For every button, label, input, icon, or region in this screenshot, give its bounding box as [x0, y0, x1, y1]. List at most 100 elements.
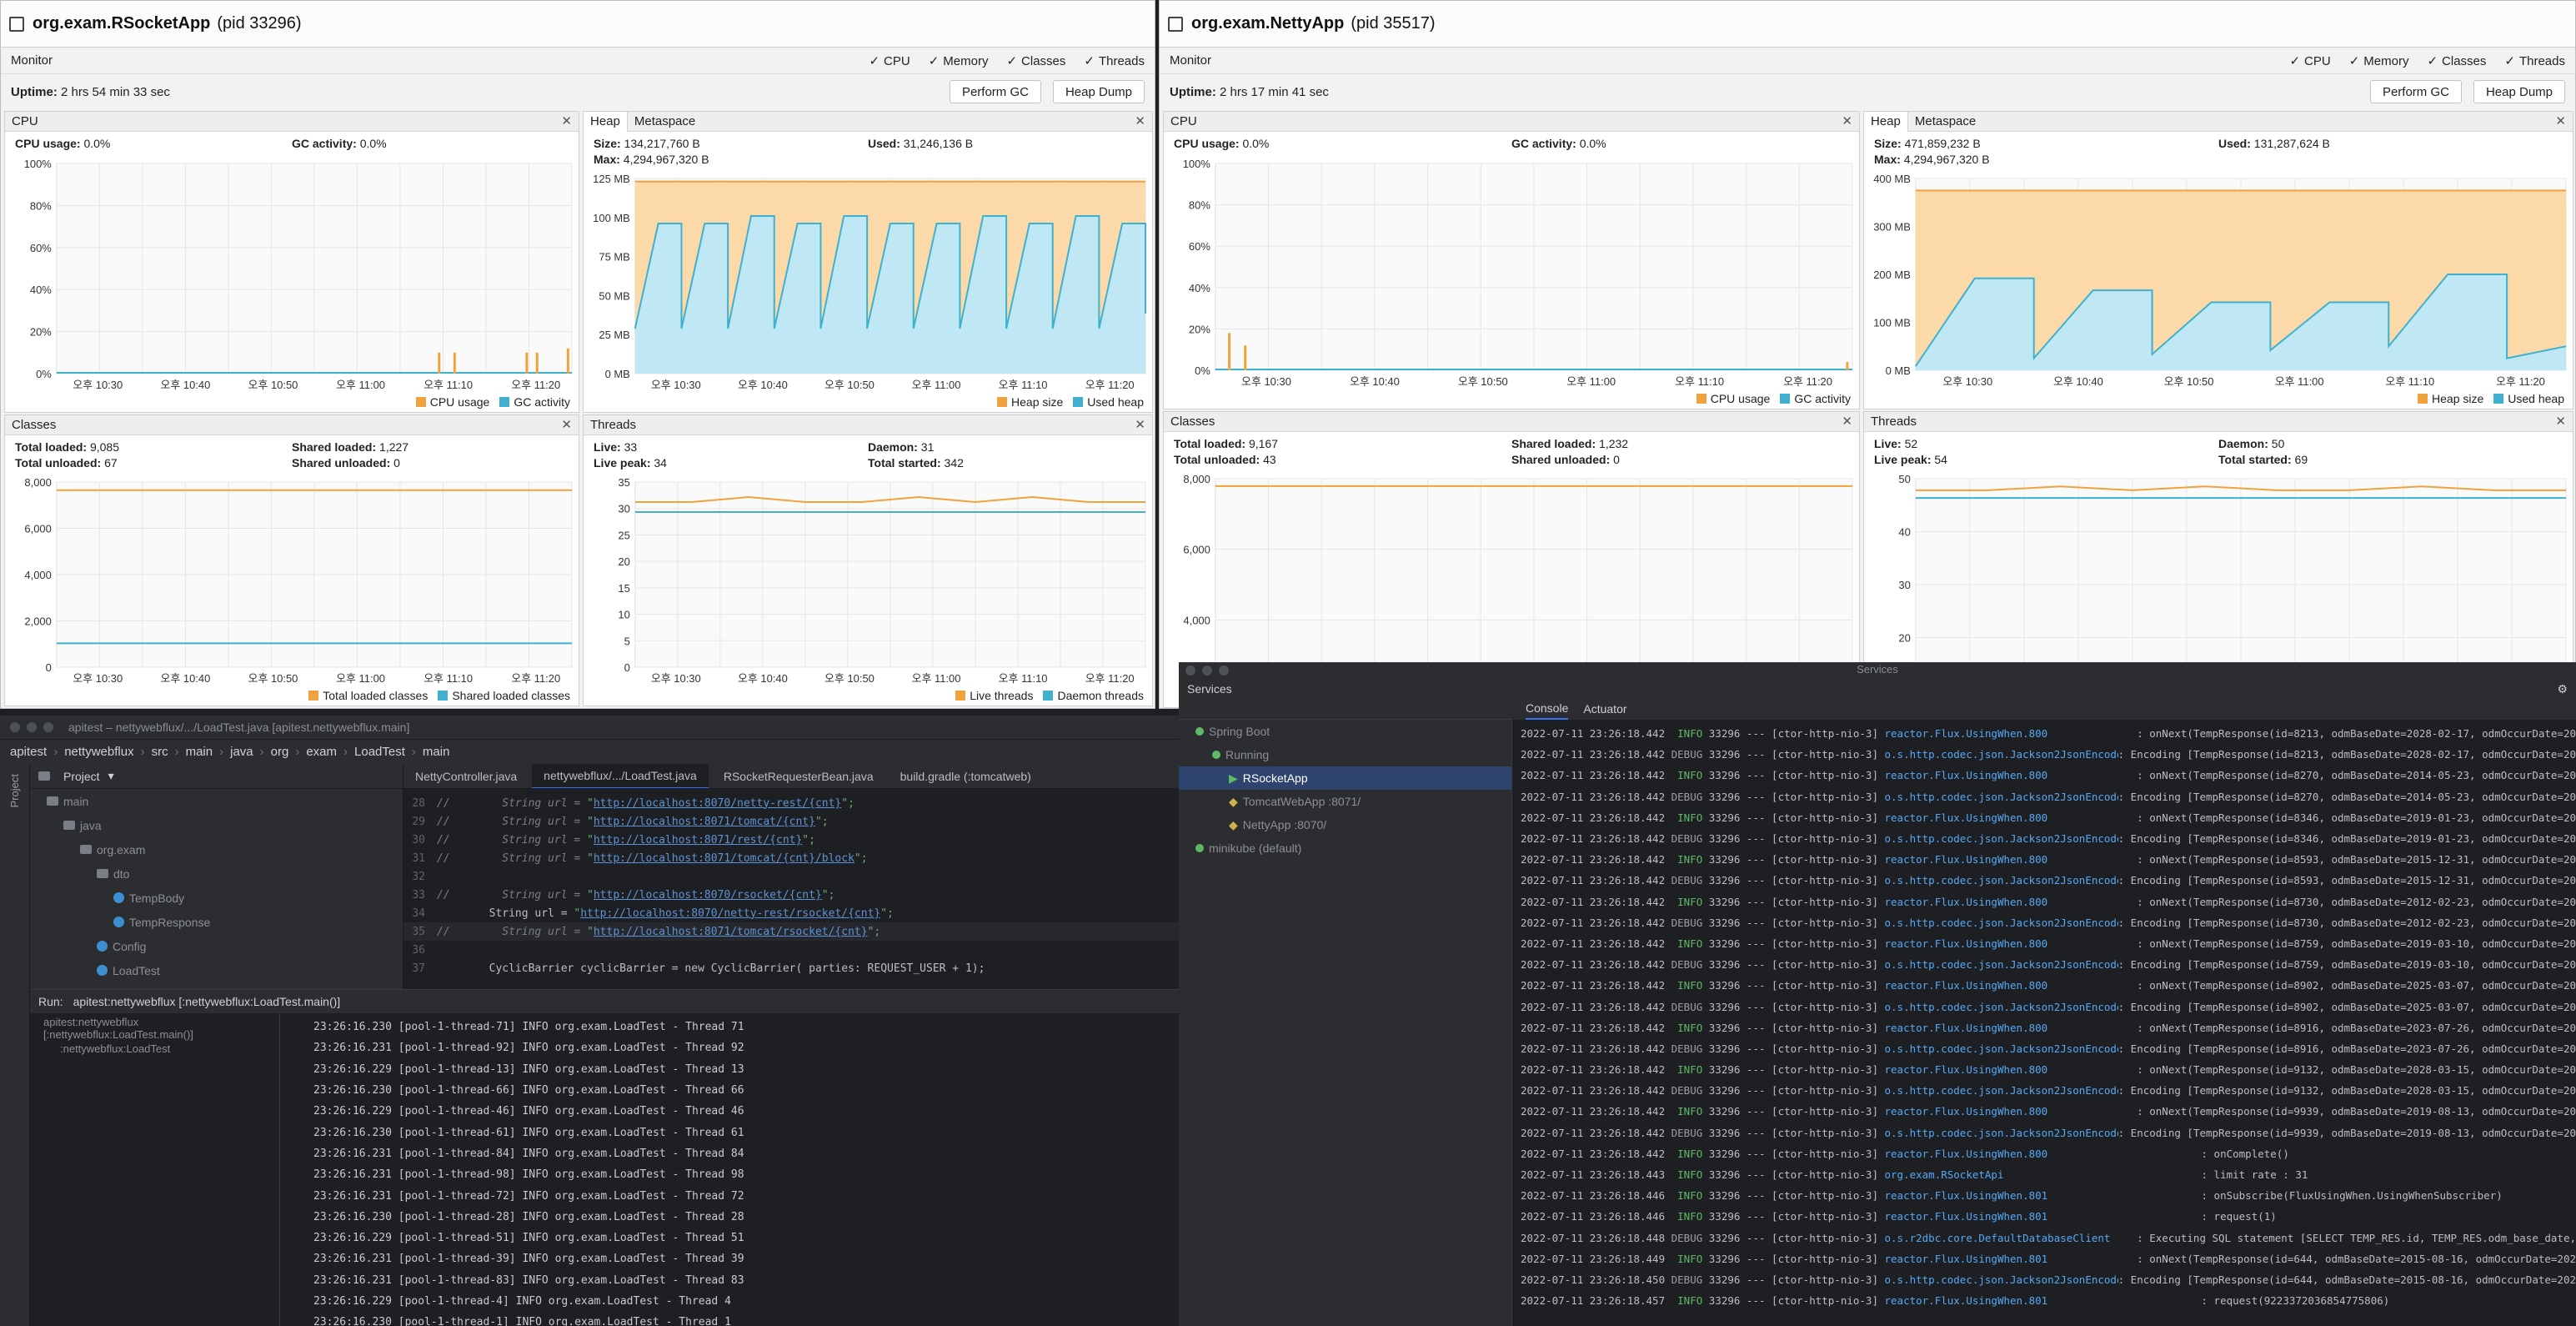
- heap-dump-button[interactable]: Heap Dump: [2473, 80, 2565, 103]
- code-line: 31 // String url = " http://localhost:8071…: [403, 849, 1179, 867]
- log-line: 23:26:16.229 [pool-1-thread-46] INFO org…: [313, 1105, 744, 1118]
- log-logger: reactor.Flux.UsingWhen.800: [1884, 769, 2048, 782]
- close-icon[interactable]: ✕: [2555, 114, 2566, 128]
- app-pid: (pid 35517): [1351, 14, 1436, 33]
- memory-checkbox[interactable]: Memory: [929, 53, 988, 68]
- window-controls[interactable]: [1185, 666, 1229, 676]
- legend-heap-size: Heap size: [2418, 392, 2483, 405]
- x-tick-label: 오후 10:50: [1458, 375, 1508, 388]
- code-text: // String url =: [437, 888, 588, 902]
- shared-unloaded-value: 0: [393, 456, 400, 470]
- service-node[interactable]: Spring Boot: [1179, 720, 1511, 743]
- tab-actuator[interactable]: Actuator: [1583, 702, 1627, 716]
- log-timestamp: 2022-07-11 23:26:18.443: [1521, 1168, 1671, 1182]
- tab-metaspace[interactable]: Metaspace: [634, 114, 696, 128]
- total-started-value: 342: [944, 456, 964, 470]
- tree-item[interactable]: org.exam: [30, 837, 403, 861]
- cpu-checkbox[interactable]: CPU: [869, 53, 910, 68]
- code-link[interactable]: http://localhost:8070/rsocket/{cnt}: [593, 888, 822, 902]
- close-icon[interactable]: ✕: [1842, 114, 1852, 128]
- log-timestamp: 2022-07-11 23:26:18.442: [1521, 958, 1671, 972]
- code-line: 29 // String url = " http://localhost:8071…: [403, 812, 1179, 831]
- close-icon[interactable]: ✕: [1135, 114, 1145, 128]
- chevron-down-icon[interactable]: ▾: [108, 769, 114, 782]
- threads-checkbox[interactable]: Threads: [2504, 53, 2565, 68]
- close-icon[interactable]: ✕: [561, 418, 572, 432]
- code-link[interactable]: http://localhost:8071/rest/{cnt}: [593, 833, 803, 846]
- editor-tab[interactable]: build.gradle (:tomcatweb): [900, 769, 1031, 783]
- breadcrumb-item[interactable]: exam: [306, 745, 338, 759]
- uptime: Uptime: 2 hrs 17 min 41 sec: [1170, 84, 1329, 99]
- log-thread: 33296 --- [ctor-http-nio-3]: [1708, 1105, 1885, 1118]
- code-text: ";: [814, 815, 829, 828]
- tree-item[interactable]: TempBody: [30, 886, 403, 910]
- service-node[interactable]: ◆ NettyApp :8070/: [1179, 813, 1511, 836]
- service-node[interactable]: minikube (default): [1179, 836, 1511, 860]
- breadcrumb-item[interactable]: apitest: [10, 745, 48, 759]
- log-line: 2022-07-11 23:26:18.457 INFO 33296 --- […: [1521, 1290, 2576, 1311]
- project-tree: main java org.exam dto TempBody TempResponse C…: [30, 789, 403, 982]
- close-icon[interactable]: ✕: [1842, 414, 1852, 429]
- tab-metaspace[interactable]: Metaspace: [1914, 114, 1977, 128]
- heap-dump-button[interactable]: Heap Dump: [1052, 80, 1145, 103]
- breadcrumb-item[interactable]: LoadTest: [354, 745, 405, 759]
- code-link[interactable]: http://localhost:8071/tomcat/rsocket/{cn…: [593, 925, 868, 938]
- close-icon[interactable]: ✕: [561, 114, 572, 128]
- window-controls[interactable]: [10, 722, 53, 732]
- breadcrumb-item[interactable]: main: [422, 745, 450, 759]
- tree-item[interactable]: TempResponse: [30, 910, 403, 934]
- classes-checkbox[interactable]: Classes: [1006, 53, 1065, 68]
- x-tick-label: 오후 10:30: [651, 672, 701, 685]
- run-tree-item[interactable]: apitest:nettywebflux [:nettywebflux:Load…: [43, 1016, 193, 1041]
- code-link[interactable]: http://localhost:8071/tomcat/{cnt}: [593, 815, 815, 828]
- breadcrumb-item[interactable]: src: [151, 745, 168, 759]
- log-line: 23:26:16.231 [pool-1-thread-83] INFO org…: [313, 1273, 744, 1287]
- log-line: 2022-07-11 23:26:18.442 INFO 33296 --- […: [1521, 765, 2576, 786]
- code-editor[interactable]: NettyController.java nettywebflux/.../Loa…: [403, 764, 1179, 989]
- project-dropdown[interactable]: Project: [63, 769, 100, 783]
- log-thread: 33296 --- [ctor-http-nio-3]: [1708, 1294, 1885, 1308]
- code-link[interactable]: http://localhost:8070/netty-rest/{cnt}: [593, 796, 842, 810]
- service-node[interactable]: ◆ TomcatWebApp :8071/: [1179, 790, 1511, 813]
- breadcrumb-item[interactable]: main: [185, 745, 213, 759]
- project-tool-tab[interactable]: Project: [8, 774, 21, 808]
- y-tick-label: 30: [618, 503, 629, 515]
- perform-gc-button[interactable]: Perform GC: [949, 80, 1041, 103]
- editor-tab[interactable]: nettywebflux/.../LoadTest.java: [532, 764, 709, 788]
- service-node[interactable]: ▶ RSocketApp: [1179, 766, 1511, 790]
- breadcrumb-item[interactable]: java: [230, 745, 253, 759]
- code-text: ": [587, 851, 594, 865]
- editor-tab[interactable]: RSocketRequesterBean.java: [723, 769, 874, 783]
- x-tick-label: 오후 11:10: [999, 672, 1048, 685]
- close-icon[interactable]: ✕: [2555, 414, 2566, 429]
- gear-icon[interactable]: ⚙: [2557, 681, 2568, 696]
- service-node[interactable]: Running: [1179, 743, 1511, 766]
- run-tree-item[interactable]: :nettywebflux:LoadTest: [60, 1042, 171, 1055]
- tree-item[interactable]: java: [30, 813, 403, 837]
- editor-tab[interactable]: NettyController.java: [415, 769, 518, 783]
- code-link[interactable]: http://localhost:8071/tomcat/{cnt}/block: [593, 851, 854, 865]
- cpu-checkbox[interactable]: CPU: [2289, 53, 2331, 68]
- breadcrumb-item[interactable]: org: [270, 745, 289, 759]
- tab-heap[interactable]: Heap: [1864, 112, 1908, 132]
- threads-checkbox[interactable]: Threads: [1084, 53, 1145, 68]
- tab-console[interactable]: Console: [1526, 698, 1569, 720]
- tab-heap[interactable]: Heap: [584, 112, 628, 132]
- classes-checkbox[interactable]: Classes: [2427, 53, 2486, 68]
- memory-checkbox[interactable]: Memory: [2349, 53, 2408, 68]
- tree-item[interactable]: LoadTest: [30, 958, 403, 982]
- close-icon[interactable]: ✕: [1135, 418, 1145, 432]
- tree-item[interactable]: dto: [30, 861, 403, 886]
- monitor-bar: Monitor CPU Memory Classes Threads: [1160, 48, 2575, 74]
- code-link[interactable]: http://localhost:8070/netty-rest/rsocket…: [580, 907, 881, 920]
- run-tab[interactable]: apitest:nettywebflux [:nettywebflux:Load…: [73, 995, 341, 1008]
- folder-icon: [47, 796, 58, 806]
- log-logger: o.s.http.codec.json.Jackson2JsonEncoder: [1884, 1126, 2118, 1139]
- log-timestamp: 2022-07-11 23:26:18.442: [1521, 811, 1671, 824]
- y-tick-label: 6,000: [24, 522, 51, 535]
- tree-item[interactable]: main: [30, 789, 403, 813]
- y-tick-label: 40%: [1189, 282, 1210, 294]
- perform-gc-button[interactable]: Perform GC: [2369, 80, 2462, 103]
- tree-item[interactable]: Config: [30, 934, 403, 958]
- breadcrumb-item[interactable]: nettywebflux: [64, 745, 134, 759]
